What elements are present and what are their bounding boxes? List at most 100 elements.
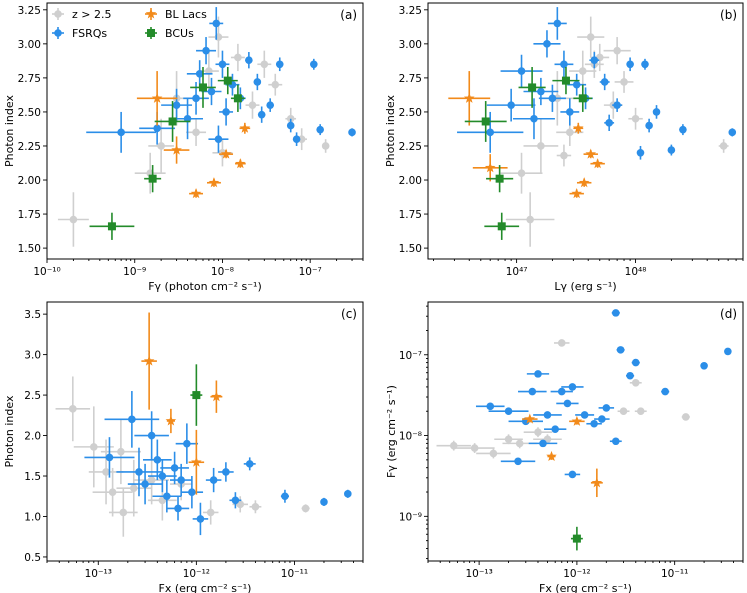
plot-area [448, 7, 737, 247]
data-point-bcu [497, 222, 506, 231]
data-point-bllac [191, 456, 202, 467]
y-tick-label: 2.25 [399, 141, 422, 153]
data-point-z25 [206, 508, 215, 517]
data-point-fsrq [636, 148, 645, 157]
y-axis-label: Photon index [3, 395, 16, 467]
data-point-fsrq [679, 125, 687, 134]
y-tick-label: 1.5 [24, 471, 41, 483]
series-fsrq [84, 391, 352, 536]
series-bcu [570, 526, 583, 551]
data-point-fsrq [728, 128, 737, 137]
data-point-fsrq [616, 346, 625, 354]
data-point-fsrq [177, 476, 185, 484]
data-point-fsrq [551, 425, 560, 433]
data-point-fsrq [141, 480, 149, 488]
data-point-fsrq [528, 387, 537, 396]
data-point-fsrq [486, 128, 495, 137]
data-point-fsrq [128, 415, 136, 424]
series-z25 [55, 376, 310, 537]
data-point-fsrq [344, 490, 352, 498]
data-point-bllac [151, 92, 163, 103]
data-point-fsrq [222, 468, 230, 476]
data-point-z25 [192, 128, 200, 137]
data-point-fsrq [153, 456, 162, 464]
y-tick-label: 2.00 [18, 175, 41, 187]
panel-d: 10⁻¹³ 10⁻¹² 10⁻¹¹ 10⁻⁹ 10⁻⁸ 10⁻⁷ Fx (erg cm⁻² … [385, 301, 744, 593]
y-tick-label: 3.25 [399, 5, 422, 17]
data-point-fsrq [275, 60, 284, 69]
data-point-bcu [528, 83, 537, 92]
data-point-z25 [117, 447, 125, 456]
data-point-fsrq [163, 492, 171, 501]
data-point-z25 [517, 169, 526, 178]
data-point-fsrq [560, 60, 568, 69]
data-point-z25 [719, 142, 728, 150]
x-tick-label: 10⁻⁸ [211, 266, 234, 278]
y-tick-label: 2.5 [24, 390, 41, 402]
data-point-z25 [631, 114, 640, 123]
data-point-fsrq [565, 108, 574, 116]
data-point-fsrq [117, 128, 125, 137]
y-tick-label: 2.50 [399, 107, 422, 119]
series-bllac [522, 413, 603, 498]
data-point-fsrq [667, 146, 676, 154]
y-tick-label: 3.00 [399, 39, 422, 51]
data-point-fsrq [652, 108, 661, 116]
series-bllac [136, 71, 251, 199]
data-point-fsrq [222, 108, 230, 116]
data-point-fsrq [286, 121, 295, 130]
y-tick-label: 1.75 [18, 209, 41, 221]
data-point-fsrq [212, 19, 221, 28]
series-bcu [89, 67, 245, 240]
data-point-bllac [571, 188, 583, 199]
data-point-z25 [234, 53, 242, 62]
data-point-fsrq [580, 411, 589, 419]
data-point-bcu [233, 94, 242, 103]
x-tick-label: 10⁻¹¹ [281, 568, 308, 580]
data-point-z25 [557, 339, 566, 347]
legend-marker-bllac [145, 8, 157, 19]
panel-label: (c) [341, 307, 357, 321]
panel-label: (d) [720, 307, 737, 321]
data-point-bcu [481, 117, 490, 126]
data-point-fsrq [517, 67, 526, 75]
data-point-z25 [248, 101, 257, 109]
x-axis-label: Fx (erg cm⁻² s⁻¹) [539, 582, 632, 593]
data-point-fsrq [183, 114, 192, 123]
data-point-fsrq [605, 119, 613, 127]
plot-area [55, 312, 352, 537]
data-point-fsrq [257, 110, 266, 119]
data-point-bcu [168, 117, 177, 126]
data-point-z25 [470, 444, 479, 452]
data-point-fsrq [611, 437, 620, 446]
data-point-fsrq [196, 515, 205, 523]
data-point-fsrq [207, 87, 216, 96]
data-point-bcu [107, 222, 116, 231]
y-tick-label: 2.25 [18, 141, 41, 153]
data-point-z25 [129, 484, 138, 492]
data-point-fsrq [530, 114, 538, 123]
series-z25 [500, 16, 729, 247]
legend-marker-fsrq [54, 29, 62, 37]
data-point-fsrq [563, 399, 572, 408]
data-point-z25 [504, 435, 513, 444]
data-point-fsrq [568, 470, 577, 479]
data-point-fsrq [611, 309, 620, 317]
data-point-bcu [198, 83, 207, 92]
data-point-bllac [546, 450, 557, 462]
panel-a: 10⁻¹⁰ 10⁻⁹ 10⁻⁸ 10⁻⁷ 1.50 1.75 2.00 2.25 2.50 2.7… [3, 2, 364, 293]
data-point-z25 [260, 60, 269, 69]
legend-label-fsrq: FSRQs [72, 27, 107, 40]
series-fsrq [86, 7, 356, 153]
y-axis-label: Fγ (erg cm⁻² s⁻¹) [385, 385, 398, 478]
data-point-z25 [102, 468, 110, 476]
data-point-fsrq [724, 347, 732, 356]
data-point-z25 [119, 508, 128, 517]
data-point-fsrq [572, 80, 581, 89]
data-point-fsrq [153, 124, 161, 133]
data-point-fsrq [192, 94, 200, 103]
data-point-bllac [572, 122, 584, 133]
data-point-bllac [165, 415, 177, 426]
x-tick-label: 10⁻¹³ [85, 568, 112, 580]
data-point-bllac [524, 413, 536, 424]
